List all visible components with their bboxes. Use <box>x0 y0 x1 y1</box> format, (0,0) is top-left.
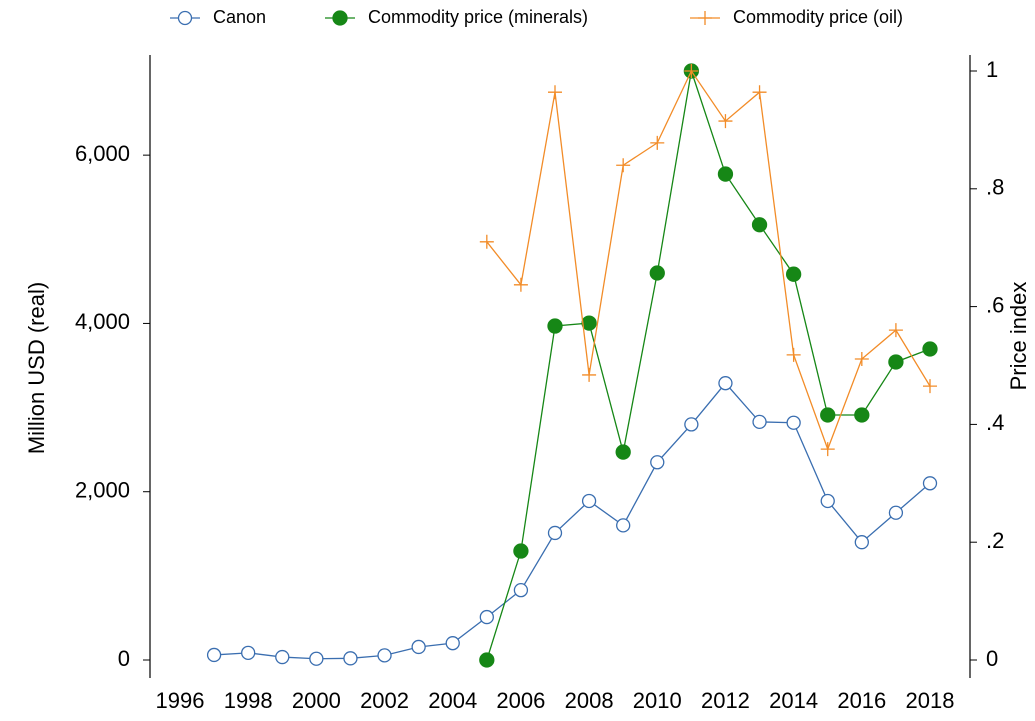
data-point <box>854 407 870 423</box>
data-point <box>684 64 699 78</box>
data-point <box>616 158 631 173</box>
data-point <box>479 652 495 668</box>
data-point <box>650 135 665 150</box>
data-point <box>922 476 938 491</box>
data-point <box>411 639 426 655</box>
data-point <box>718 114 733 129</box>
data-point <box>923 379 937 394</box>
y-tick-label: 2,000 <box>75 478 130 503</box>
series-line <box>486 70 931 661</box>
data-point <box>616 518 631 533</box>
data-point <box>547 525 563 541</box>
data-point <box>820 442 835 457</box>
data-point <box>582 367 597 382</box>
data-point <box>547 318 563 334</box>
data-point <box>581 493 597 509</box>
x-tick-label: 2016 <box>837 688 886 713</box>
data-point <box>650 455 665 470</box>
series-line <box>486 69 931 452</box>
data-point <box>548 85 562 100</box>
legend-label: Commodity price (oil) <box>733 7 903 27</box>
data-point <box>377 648 392 663</box>
legend-label: Commodity price (minerals) <box>368 7 588 27</box>
y2-tick-label: .2 <box>986 528 1004 553</box>
data-point <box>718 376 733 391</box>
legend-marker <box>332 10 348 26</box>
data-point <box>581 315 597 331</box>
data-point <box>785 266 802 282</box>
y-axis-title: Million USD (real) <box>24 282 49 454</box>
data-point <box>309 651 324 666</box>
x-tick-label: 1998 <box>224 688 273 713</box>
y-tick-label: 4,000 <box>75 309 130 334</box>
data-point <box>888 323 903 338</box>
legend-marker <box>177 10 193 26</box>
data-point <box>786 415 801 430</box>
x-tick-label: 2014 <box>769 688 818 713</box>
y-tick-label: 6,000 <box>75 141 130 166</box>
data-point <box>206 647 222 663</box>
data-point <box>854 352 869 367</box>
data-point <box>513 277 528 292</box>
data-point <box>752 414 767 430</box>
y2-tick-label: 1 <box>986 57 998 82</box>
series-line <box>214 382 931 660</box>
data-point <box>615 444 631 460</box>
y2-tick-label: 0 <box>986 646 998 671</box>
y2-axis-title: Price index <box>1006 282 1031 391</box>
data-point <box>854 535 869 550</box>
y-tick-label: 0 <box>118 646 130 671</box>
x-tick-label: 2008 <box>565 688 614 713</box>
y2-tick-label: .4 <box>986 410 1004 435</box>
data-point <box>786 347 801 362</box>
data-point <box>241 645 256 660</box>
data-point <box>445 636 460 651</box>
x-tick-label: 2004 <box>428 688 477 713</box>
data-point <box>820 407 836 423</box>
data-point <box>479 609 494 625</box>
data-point <box>343 651 358 666</box>
x-tick-label: 2010 <box>633 688 682 713</box>
y2-tick-label: .8 <box>986 175 1004 200</box>
data-point <box>820 493 835 509</box>
data-point <box>751 217 768 233</box>
x-tick-label: 2006 <box>496 688 545 713</box>
data-point <box>752 85 767 100</box>
data-point <box>922 341 938 357</box>
data-point <box>684 417 699 432</box>
data-point <box>717 166 734 182</box>
data-point <box>649 265 665 281</box>
x-tick-label: 2018 <box>906 688 955 713</box>
data-point <box>275 649 290 665</box>
data-point <box>479 234 494 249</box>
x-tick-label: 1996 <box>156 688 205 713</box>
data-point <box>888 505 904 520</box>
data-point <box>888 354 904 370</box>
data-point <box>513 543 529 559</box>
x-tick-label: 2002 <box>360 688 409 713</box>
data-point <box>513 583 529 598</box>
legend-label: Canon <box>213 7 266 27</box>
legend-marker <box>698 11 712 25</box>
x-tick-label: 2012 <box>701 688 750 713</box>
y2-tick-label: .6 <box>986 292 1004 317</box>
x-tick-label: 2000 <box>292 688 341 713</box>
